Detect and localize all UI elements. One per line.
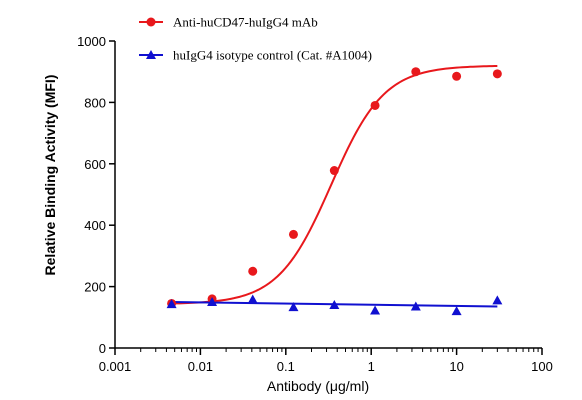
- legend-marker-series-2: [146, 50, 156, 59]
- x-tick-label: 0.01: [188, 359, 213, 374]
- data-point-series-2: [451, 306, 462, 316]
- data-point-series-2: [329, 300, 340, 310]
- data-point-series-2: [492, 295, 503, 305]
- axes: 0 200 400 600 800 1000 0.001 0.01 0.1 1 10 100: [77, 34, 553, 374]
- data-point-series-2: [247, 294, 258, 304]
- legend-label-series-2: huIgG4 isotype control (Cat. #A1004): [173, 48, 372, 63]
- x-tick-label: 10: [449, 359, 463, 374]
- legend-marker-series-1: [146, 17, 156, 27]
- x-tick-label: 1: [368, 359, 375, 374]
- data-point-series-2: [166, 299, 177, 309]
- data-point-series-1: [370, 100, 380, 110]
- y-tick-label: 1000: [77, 34, 106, 49]
- data-point-series-1: [248, 266, 258, 276]
- y-tick-label: 200: [84, 280, 106, 295]
- data-point-series-1: [452, 71, 462, 81]
- x-tick-label: 100: [531, 359, 553, 374]
- data-point-series-2: [288, 302, 299, 312]
- x-tick-label: 0.1: [277, 359, 295, 374]
- y-tick-label: 600: [84, 157, 106, 172]
- y-tick-label: 0: [99, 341, 106, 356]
- data-markers: [166, 67, 503, 316]
- data-point-series-1: [492, 69, 502, 79]
- y-tick-label: 400: [84, 218, 106, 233]
- data-point-series-1: [411, 67, 421, 77]
- y-tick-label: 800: [84, 95, 106, 110]
- legend: Anti-huCD47-huIgG4 mAb huIgG4 isotype con…: [139, 15, 372, 63]
- data-point-series-1: [329, 166, 339, 176]
- y-axis-title: Relative Binding Activity (MFI): [42, 75, 58, 276]
- data-point-series-2: [410, 301, 421, 311]
- x-axis-title: Antibody (μg/ml): [267, 378, 369, 394]
- legend-label-series-1: Anti-huCD47-huIgG4 mAb: [173, 15, 318, 30]
- fit-curve-series-1: [171, 65, 498, 305]
- fit-curves: [171, 65, 498, 308]
- data-point-series-1: [288, 229, 298, 239]
- data-point-series-2: [207, 296, 218, 306]
- data-point-series-2: [370, 305, 381, 315]
- x-tick-label: 0.001: [99, 359, 132, 374]
